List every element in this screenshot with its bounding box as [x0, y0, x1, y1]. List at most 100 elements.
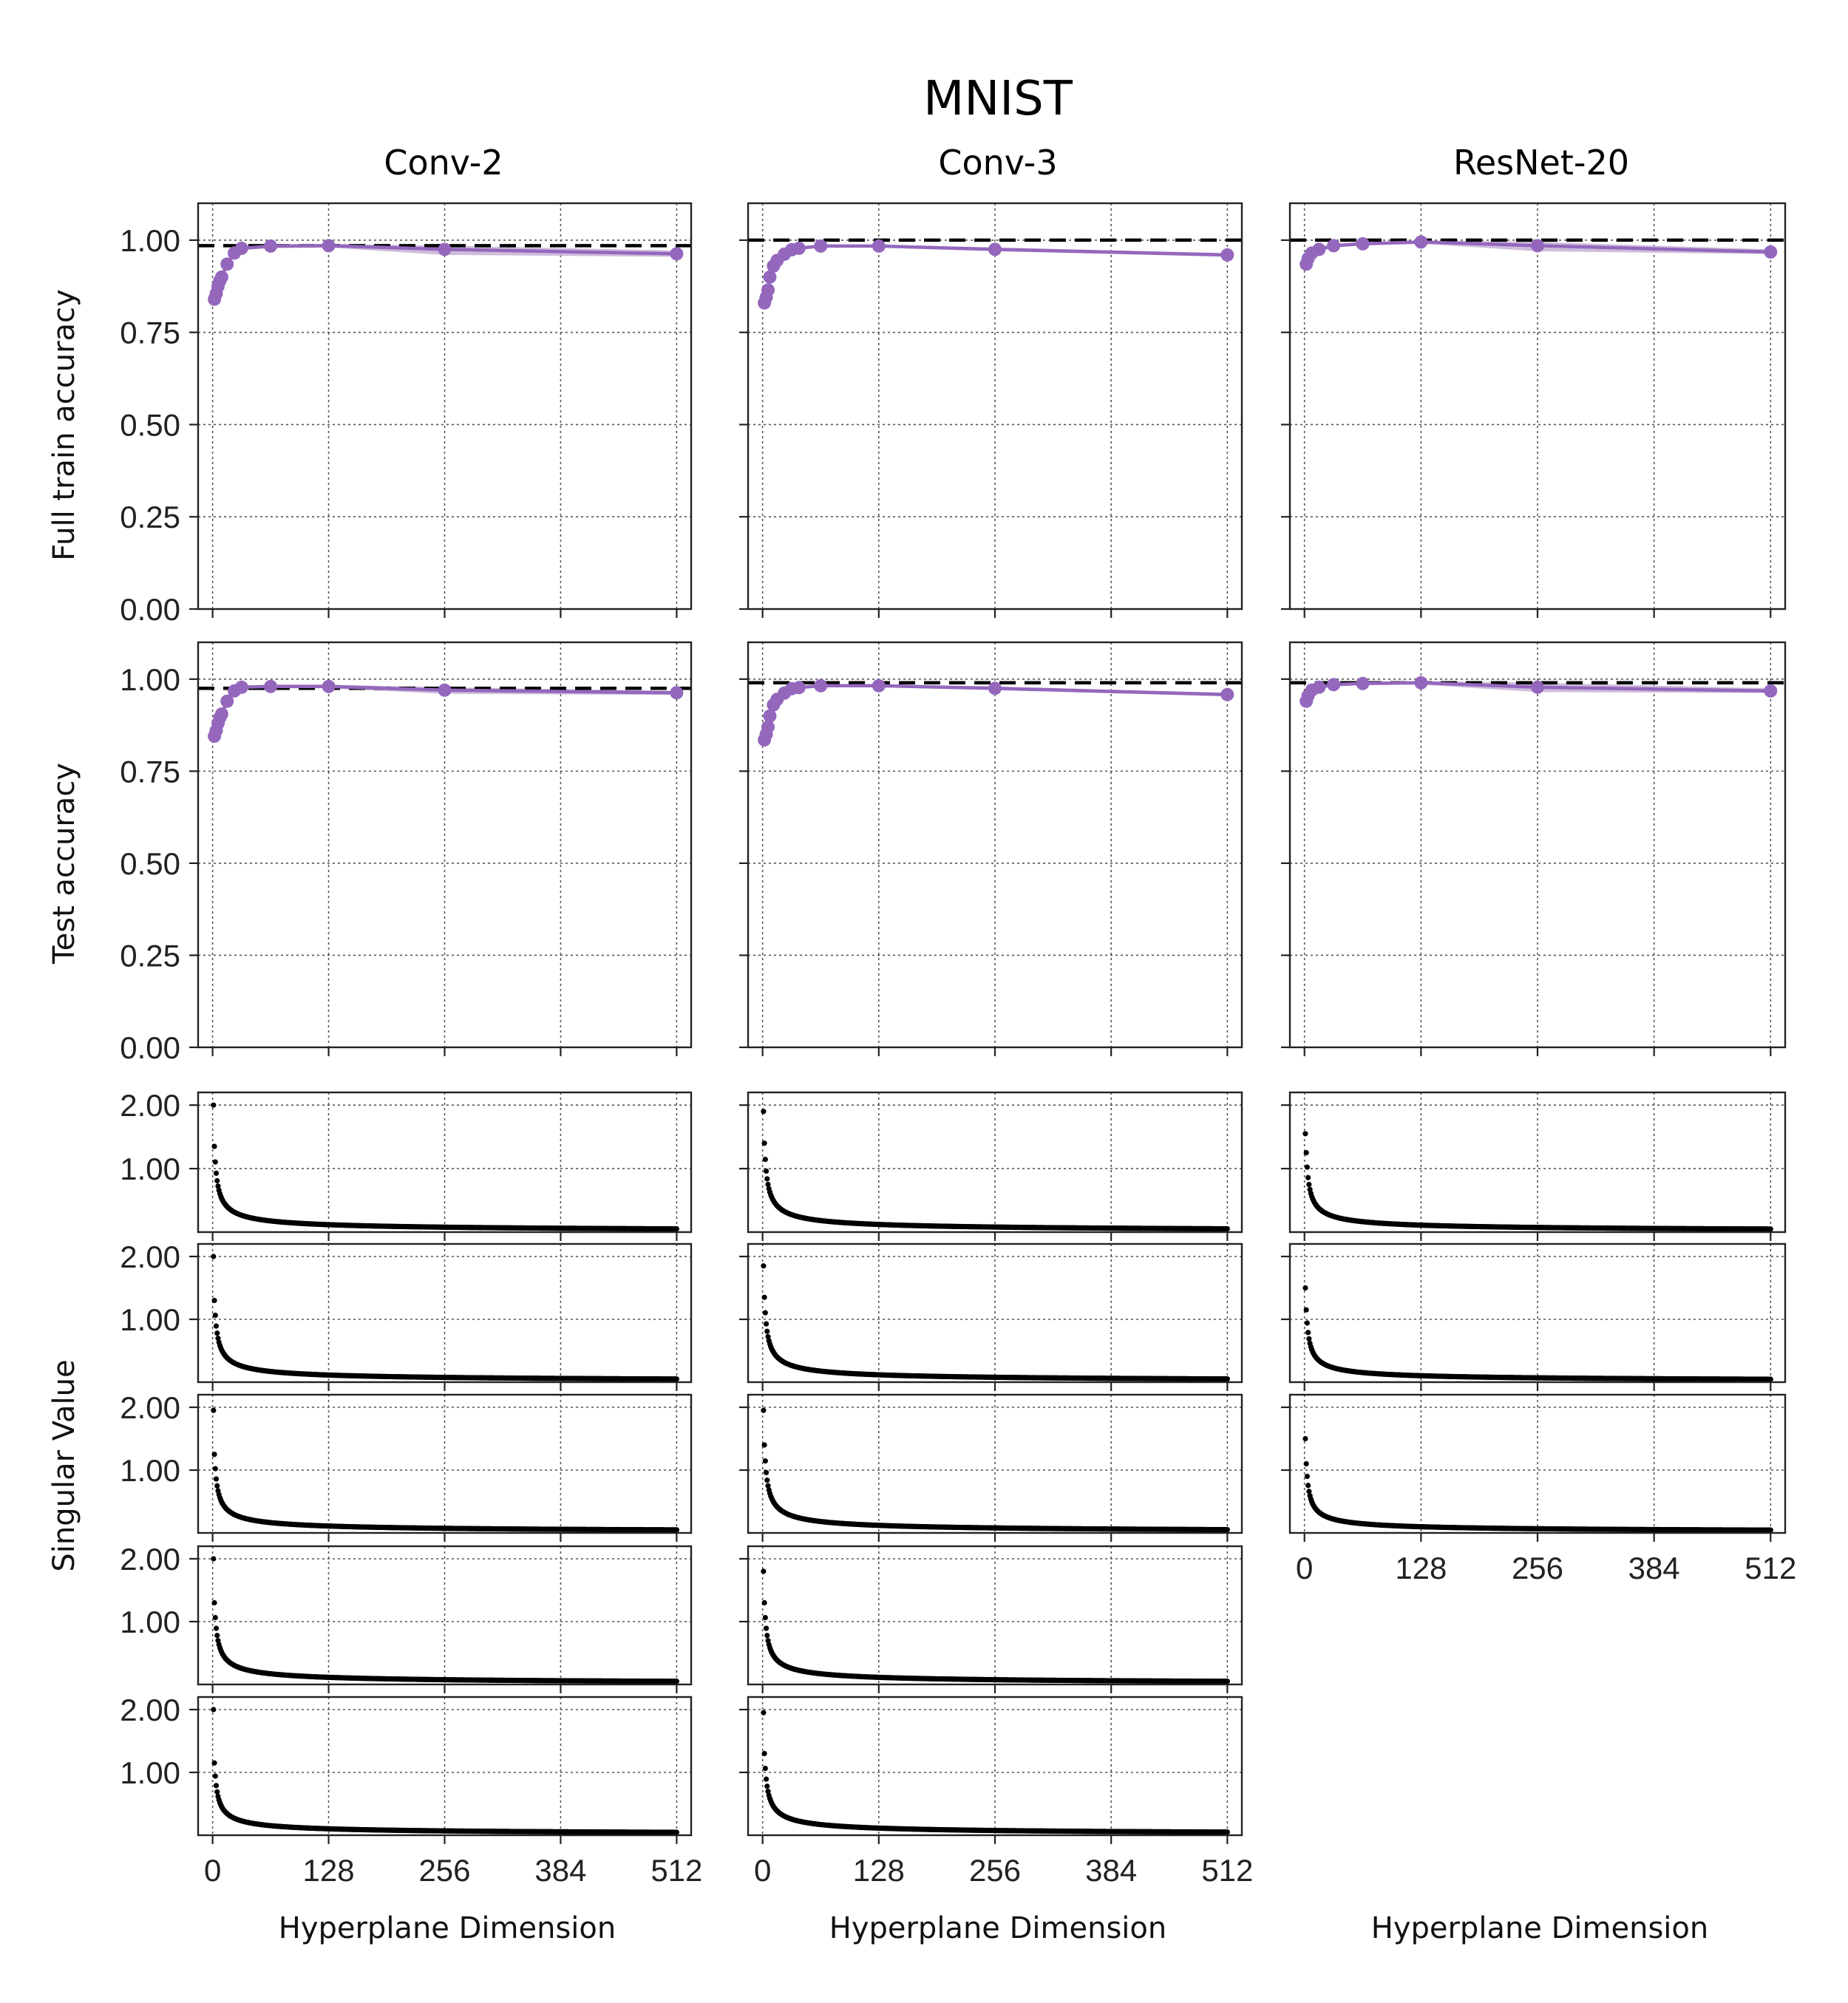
- series-point: [438, 242, 452, 256]
- series-point: [1356, 676, 1370, 690]
- singular-value-point: [211, 1556, 217, 1562]
- xlabel-conv-2: Hyperplane Dimension: [279, 1911, 616, 1945]
- y-tick-label: 0.25: [120, 938, 180, 973]
- y-tick-label: 0.75: [120, 754, 180, 789]
- axes-frame: [747, 202, 1243, 611]
- singular-value-point: [764, 1328, 770, 1334]
- panel-train-conv-2: 0.000.250.500.751.00: [120, 202, 693, 627]
- series-point: [438, 683, 452, 697]
- singular-value-point: [765, 1181, 771, 1188]
- singular-value-point: [215, 1183, 221, 1189]
- series-point: [322, 239, 336, 253]
- y-tick-label: 0.75: [120, 316, 180, 350]
- singular-value-point: [211, 1599, 217, 1606]
- y-tick-label: 0.25: [120, 500, 180, 534]
- y-tick-label: 1.00: [120, 1605, 180, 1639]
- singular-value-point: [673, 1226, 679, 1232]
- y-tick-label: 0.50: [120, 407, 180, 442]
- series-point: [814, 679, 828, 693]
- singular-value-point: [213, 1323, 220, 1329]
- singular-value-point: [211, 1143, 217, 1149]
- singular-value-point: [1224, 1225, 1230, 1232]
- series-point: [322, 679, 336, 693]
- series-point: [1312, 242, 1326, 256]
- series-point: [763, 709, 777, 723]
- axes-frame: [747, 1091, 1243, 1234]
- singular-value-point: [212, 1614, 218, 1621]
- x-tick-label: 256: [418, 1853, 470, 1888]
- panel-test-conv-2: 0.000.250.500.751.00: [120, 641, 693, 1065]
- axes-frame: [197, 1091, 693, 1234]
- axes-frame: [747, 641, 1243, 1049]
- series-point: [988, 242, 1002, 256]
- singular-value-point: [212, 1159, 218, 1165]
- panels: 0.000.250.500.751.000.000.250.500.751.00…: [120, 202, 1796, 1888]
- series-point: [1414, 676, 1428, 690]
- series-point: [1327, 239, 1341, 253]
- singular-value-point: [211, 1707, 217, 1713]
- singular-value-point: [211, 1297, 217, 1304]
- singular-value-point: [211, 1407, 217, 1413]
- column-title-conv-2: Conv-2: [384, 143, 503, 183]
- singular-value-point: [761, 1599, 767, 1606]
- axes-frame: [197, 641, 693, 1049]
- panel-test-conv-3: [739, 641, 1243, 1056]
- series-point: [763, 270, 777, 284]
- panel-sv-conv-2-1: 1.002.00: [120, 1088, 693, 1241]
- y-tick-label: 2.00: [120, 1088, 180, 1123]
- singular-value-point: [214, 1330, 220, 1336]
- singular-value-point: [762, 1310, 768, 1316]
- series-point: [988, 681, 1002, 696]
- series-point: [792, 681, 806, 695]
- y-tick-label: 0.00: [120, 592, 180, 627]
- y-tick-label: 0.50: [120, 846, 180, 881]
- x-tick-label: 512: [650, 1853, 702, 1888]
- singular-value-point: [211, 1760, 217, 1766]
- series-point: [761, 720, 775, 734]
- figure-title: MNIST: [923, 72, 1073, 126]
- series-point: [872, 239, 886, 253]
- ylabel-train: Full train accuracy: [47, 289, 81, 560]
- axes-frame: [747, 1393, 1243, 1534]
- singular-value-point: [761, 1294, 767, 1300]
- series-point: [1220, 687, 1234, 701]
- singular-value-point: [761, 1263, 767, 1269]
- singular-value-point: [763, 1321, 770, 1327]
- series-point: [1414, 235, 1428, 249]
- y-tick-label: 2.00: [120, 1390, 180, 1425]
- ylabel-sv: Singular Value: [47, 1359, 81, 1571]
- panel-train-conv-3: [739, 202, 1243, 618]
- y-tick-label: 1.00: [120, 662, 180, 697]
- confidence-band: [1306, 240, 1771, 266]
- y-tick-label: 2.00: [120, 1239, 180, 1274]
- y-tick-label: 2.00: [120, 1542, 180, 1577]
- column-title-conv-3: Conv-3: [938, 143, 1057, 183]
- x-tick-label: 384: [534, 1853, 586, 1888]
- singular-value-point: [214, 1177, 220, 1184]
- singular-value-point: [764, 1176, 770, 1182]
- axes-frame: [197, 1696, 693, 1837]
- series-point: [1531, 239, 1544, 253]
- singular-value-point: [762, 1458, 768, 1464]
- y-tick-label: 1.00: [120, 1453, 180, 1488]
- panel-sv-conv-3-2: [739, 1242, 1243, 1391]
- series-point: [670, 686, 684, 700]
- singular-value-point: [214, 1789, 220, 1795]
- series-point: [1356, 237, 1370, 251]
- series-point: [872, 679, 886, 693]
- x-tick-label: 0: [204, 1853, 221, 1888]
- singular-value-point: [761, 1568, 767, 1574]
- singular-value-point: [765, 1483, 771, 1489]
- singular-value-point: [1224, 1376, 1230, 1382]
- series-point: [214, 707, 228, 721]
- singular-value-point: [1224, 1526, 1230, 1533]
- singular-value-point: [211, 1102, 217, 1108]
- singular-value-point: [763, 1469, 770, 1475]
- singular-value-point: [673, 1376, 679, 1382]
- singular-value-point: [761, 1140, 767, 1146]
- singular-value-point: [211, 1452, 217, 1458]
- singular-value-point: [764, 1477, 770, 1483]
- axes-frame: [197, 1242, 693, 1384]
- y-tick-label: 1.00: [120, 1755, 180, 1790]
